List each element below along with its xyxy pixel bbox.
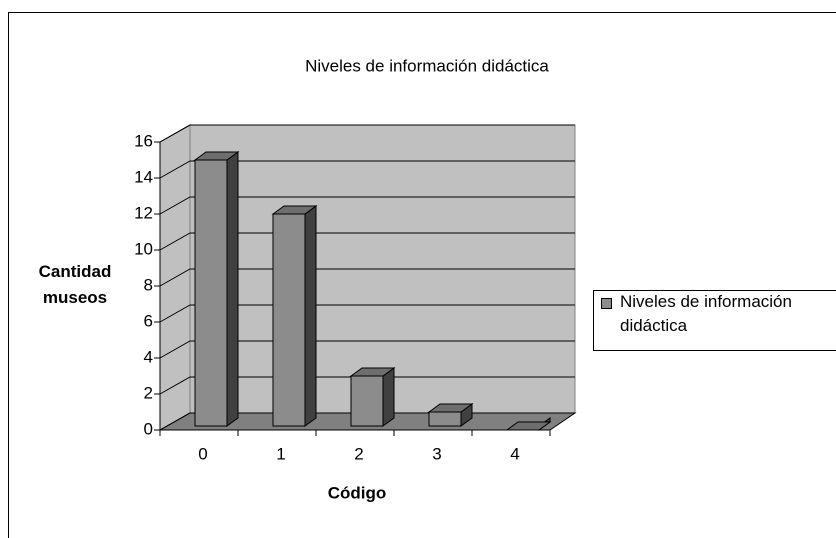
bar-face <box>226 151 239 427</box>
bar <box>193 151 240 427</box>
x-tick-label: 2 <box>354 444 363 463</box>
bar-face <box>304 205 317 427</box>
grid-line <box>159 124 575 143</box>
x-tick-label: 3 <box>432 444 441 463</box>
y-tick-label: 10 <box>134 239 153 258</box>
chart-border <box>8 12 836 538</box>
grid-line <box>159 340 575 359</box>
bar <box>427 403 474 427</box>
grid-line <box>159 376 575 395</box>
x-tick-label: 1 <box>276 444 285 463</box>
x-axis-label: Código <box>328 483 387 502</box>
bar-face <box>428 411 462 427</box>
y-tick-label: 4 <box>144 347 153 366</box>
y-tick-label: 16 <box>134 131 153 150</box>
bar-face <box>382 367 395 427</box>
legend-label: Niveles de información didáctica <box>620 292 792 335</box>
y-tick-label: 14 <box>134 167 153 186</box>
legend-box <box>593 290 836 351</box>
bar <box>505 417 552 431</box>
bar-face <box>505 421 552 431</box>
bar-face <box>272 213 306 427</box>
x-tick-label: 4 <box>510 444 519 463</box>
y-axis-label: Cantidad museos <box>38 262 112 307</box>
y-tick-label: 8 <box>144 275 153 294</box>
bar-face <box>350 375 384 427</box>
grid-line <box>159 160 575 179</box>
grid-line <box>159 196 575 215</box>
y-tick-label: 12 <box>134 203 153 222</box>
y-tick-label: 0 <box>144 419 153 438</box>
bar <box>349 367 396 427</box>
chart-title: Niveles de información didáctica <box>305 56 549 75</box>
y-tick-label: 2 <box>144 383 153 402</box>
grid-line <box>159 304 575 323</box>
y-tick-label: 6 <box>144 311 153 330</box>
grid-line <box>159 268 575 287</box>
x-tick-label: 0 <box>198 444 207 463</box>
bar <box>271 205 318 427</box>
grid-line <box>159 232 575 251</box>
bar-face <box>194 159 228 427</box>
legend-swatch <box>601 298 612 309</box>
